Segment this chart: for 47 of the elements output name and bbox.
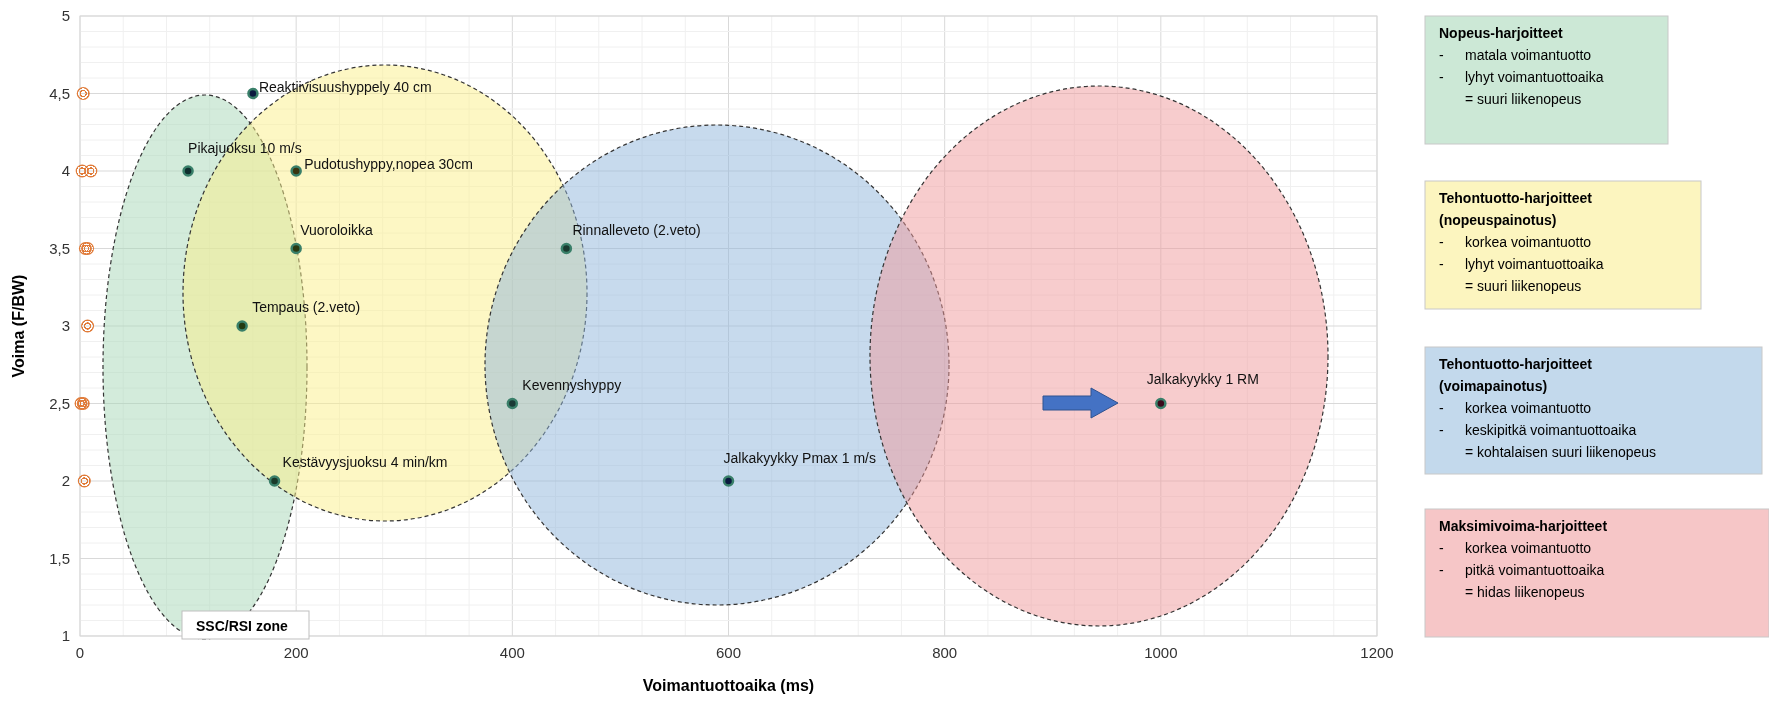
x-axis-title: Voimantuottoaika (ms) (642, 677, 815, 694)
annotation: Reaktiivisuushyppely 40 cm (258, 78, 432, 95)
x-tick-label: 200 (283, 644, 309, 661)
annotation: Rinnalleveto (2.veto) (572, 221, 701, 238)
text: Tehontuotto-harjoitteet (voimapainotus) - korkea voimantuotto - keskipitkä voimantuottoaika = kohtalaisen suuri liikenopeus (1439, 356, 1657, 460)
annotation: Tempaus (2.veto) (252, 299, 361, 315)
point (268, 475, 281, 487)
point (84, 164, 98, 178)
y-tick-label: 4,5 (49, 84, 70, 102)
y-tick-label: 4 (61, 162, 70, 179)
y-tick-label: 2 (61, 472, 70, 489)
y-tick-label: 3,5 (49, 239, 70, 257)
x-tick-label: 1200 (1360, 644, 1394, 661)
point (182, 165, 194, 177)
y-axis-title: Voima (F/BW) (10, 274, 27, 378)
x-tick-label: 600 (715, 644, 742, 661)
annotation: Pudotushyppy,nopea 30cm (304, 156, 473, 172)
y-tick-label: 2,5 (49, 394, 70, 412)
y-tick-label: 3 (61, 317, 70, 334)
x-tick-label: 800 (932, 644, 958, 661)
point (290, 242, 302, 255)
x-tick-label: 1000 (1144, 644, 1178, 661)
text: Maksimivoima-harjoitteet - korkea voimantuotto - pitkä voimantuottoaika = hidas liikenopeus (1439, 518, 1608, 600)
annotation: Pikajuoksu 10 m/s (188, 140, 302, 156)
point (506, 397, 519, 410)
y-tick-label: 5 (61, 7, 70, 24)
annotation: Kevennyshyppy (522, 376, 622, 393)
y-tick-label: 1,5 (49, 549, 70, 567)
annotation: Jalkakyykky 1 RM (1146, 370, 1259, 387)
annotation: Vuoroloikka (300, 221, 374, 238)
x-tick-label: 0 (75, 644, 85, 661)
point (81, 319, 95, 333)
point (560, 242, 573, 255)
point (236, 320, 248, 332)
y-tick-label: 1 (61, 627, 70, 644)
annotation: Kestävyysjuoksu 4 min/km (282, 454, 448, 470)
point (247, 87, 259, 100)
point (76, 87, 90, 100)
text: Nopeus-harjoitteet - matala voimantuotto - lyhyt voimantuottoaika = suuri liikenopeus (1439, 25, 1604, 107)
point (77, 474, 91, 488)
annotation: SSC/RSI zone (196, 618, 289, 634)
annotation: Jalkakyykky Pmax 1 m/s (723, 450, 876, 466)
text: Tehontuotto-harjoitteet (nopeuspainotus) - korkea voimantuotto - lyhyt voimantuottoaika = suuri liikenopeus (1439, 190, 1604, 294)
point (1155, 397, 1167, 410)
x-tick-label: 400 (499, 644, 525, 661)
point (722, 475, 735, 487)
point (290, 165, 302, 177)
